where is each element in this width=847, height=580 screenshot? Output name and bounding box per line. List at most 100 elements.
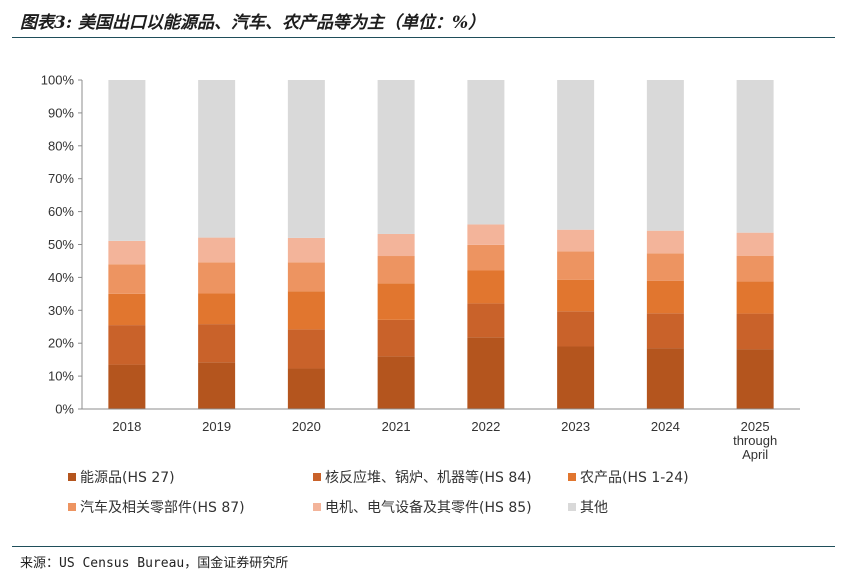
- legend-swatch: [313, 503, 321, 511]
- bar-segment: [557, 251, 595, 280]
- chart-title: 图表3: 美国出口以能源品、汽车、农产品等为主（单位：%）: [20, 13, 486, 33]
- bar-segment: [198, 324, 236, 363]
- legend-label: 其他: [580, 500, 608, 516]
- bar-segment: [108, 364, 146, 409]
- bar-segment: [736, 313, 774, 350]
- bar-segment: [736, 281, 774, 314]
- legend-item: 农产品(HS 1-24): [568, 467, 689, 487]
- x-axis: 2018 2019 2020 2021 2022 2023 2024 2025throughA…: [82, 408, 800, 462]
- legend-label: 核反应堆、锅炉、机器等(HS 84): [325, 470, 532, 486]
- bar-segment: [557, 229, 595, 252]
- bar-stack: [198, 80, 236, 409]
- x-tick-label: 2018: [112, 419, 141, 434]
- bar-segment: [646, 348, 684, 409]
- bar-segment: [287, 329, 325, 369]
- bar-stack: [287, 80, 325, 409]
- bar-segment: [646, 280, 684, 314]
- y-tick-label: 60%: [48, 204, 74, 219]
- x-tick-label: 2025: [741, 419, 770, 434]
- bar-segment: [198, 293, 236, 325]
- legend-row: 能源品(HS 27) 核反应堆、锅炉、机器等(HS 84) 农产品(HS 1-24): [68, 462, 828, 492]
- bar-segment: [557, 80, 595, 230]
- bar-segment: [287, 262, 325, 292]
- x-tick-label: through: [733, 433, 777, 448]
- bar-segment: [467, 270, 505, 304]
- bar-segment: [377, 319, 415, 357]
- legend-swatch: [313, 473, 321, 481]
- bars: [108, 80, 774, 409]
- bar-segment: [736, 349, 774, 409]
- source-note: 来源：US Census Bureau，国金证券研究所: [20, 556, 289, 571]
- legend-item: 其他: [568, 497, 608, 517]
- bar-stack: [467, 80, 505, 409]
- bar-segment: [646, 253, 684, 281]
- bar-segment: [198, 262, 236, 294]
- bar-segment: [287, 291, 325, 330]
- bar-segment: [467, 80, 505, 225]
- bar-segment: [377, 80, 415, 234]
- bar-segment: [646, 313, 684, 349]
- legend-item: 汽车及相关零部件(HS 87): [68, 497, 313, 517]
- y-tick-label: 40%: [48, 270, 74, 285]
- bar-segment: [736, 255, 774, 282]
- bar-stack: [108, 80, 146, 409]
- y-tick-label: 20%: [48, 336, 74, 351]
- x-tick-label: 2020: [292, 419, 321, 434]
- bar-stack: [736, 80, 774, 409]
- bar-segment: [377, 283, 415, 320]
- bar-segment: [646, 80, 684, 231]
- stacked-bar-chart: 0%10%20%30%40%50%60%70%80%90%100% 2018 20…: [41, 73, 800, 462]
- bar-segment: [108, 325, 146, 365]
- bar-segment: [287, 80, 325, 238]
- bar-segment: [736, 232, 774, 256]
- bar-segment: [557, 346, 595, 409]
- bar-stack: [557, 80, 595, 409]
- y-tick-label: 70%: [48, 171, 74, 186]
- bottom-divider: [12, 546, 835, 547]
- bar-stack: [646, 80, 684, 409]
- bar-segment: [108, 293, 146, 326]
- legend-swatch: [68, 503, 76, 511]
- y-tick-label: 80%: [48, 138, 74, 153]
- legend-item: 能源品(HS 27): [68, 467, 313, 487]
- bar-segment: [377, 233, 415, 257]
- legend-label: 电机、电气设备及其零件(HS 85): [325, 500, 532, 516]
- bar-segment: [108, 80, 146, 241]
- bar-segment: [467, 303, 505, 338]
- y-tick-label: 10%: [48, 369, 74, 384]
- bar-stack: [377, 80, 415, 409]
- bar-segment: [557, 279, 595, 312]
- bar-segment: [287, 237, 325, 263]
- x-tick-label: 2023: [561, 419, 590, 434]
- legend-swatch: [568, 473, 576, 481]
- y-tick-label: 0%: [55, 402, 74, 417]
- x-tick-label: 2021: [382, 419, 411, 434]
- legend-swatch: [68, 473, 76, 481]
- legend-label: 农产品(HS 1-24): [580, 470, 689, 486]
- y-tick-label: 90%: [48, 105, 74, 120]
- bar-segment: [287, 368, 325, 409]
- legend-swatch: [568, 503, 576, 511]
- x-tick-label: 2022: [471, 419, 500, 434]
- y-tick-label: 30%: [48, 303, 74, 318]
- legend: 能源品(HS 27) 核反应堆、锅炉、机器等(HS 84) 农产品(HS 1-24)…: [68, 462, 828, 522]
- bar-segment: [198, 80, 236, 238]
- bar-segment: [108, 240, 146, 265]
- legend-row: 汽车及相关零部件(HS 87) 电机、电气设备及其零件(HS 85) 其他: [68, 492, 828, 522]
- bar-segment: [467, 244, 505, 271]
- y-axis: 0% 10% 20% 30% 40% 50% 60% 70% 80% 90% 100%: [41, 73, 83, 417]
- x-tick-label: April: [742, 447, 768, 462]
- legend-label: 汽车及相关零部件(HS 87): [80, 500, 245, 516]
- bar-segment: [377, 356, 415, 409]
- legend-label: 能源品(HS 27): [80, 470, 175, 486]
- bar-segment: [736, 80, 774, 233]
- legend-item: 电机、电气设备及其零件(HS 85): [313, 497, 568, 517]
- bar-segment: [557, 311, 595, 347]
- y-tick-label: 100%: [41, 73, 75, 88]
- x-tick-label: 2024: [651, 419, 680, 434]
- bar-segment: [646, 230, 684, 254]
- bar-segment: [467, 337, 505, 409]
- bar-segment: [377, 256, 415, 284]
- x-tick-label: 2019: [202, 419, 231, 434]
- bar-segment: [198, 237, 236, 263]
